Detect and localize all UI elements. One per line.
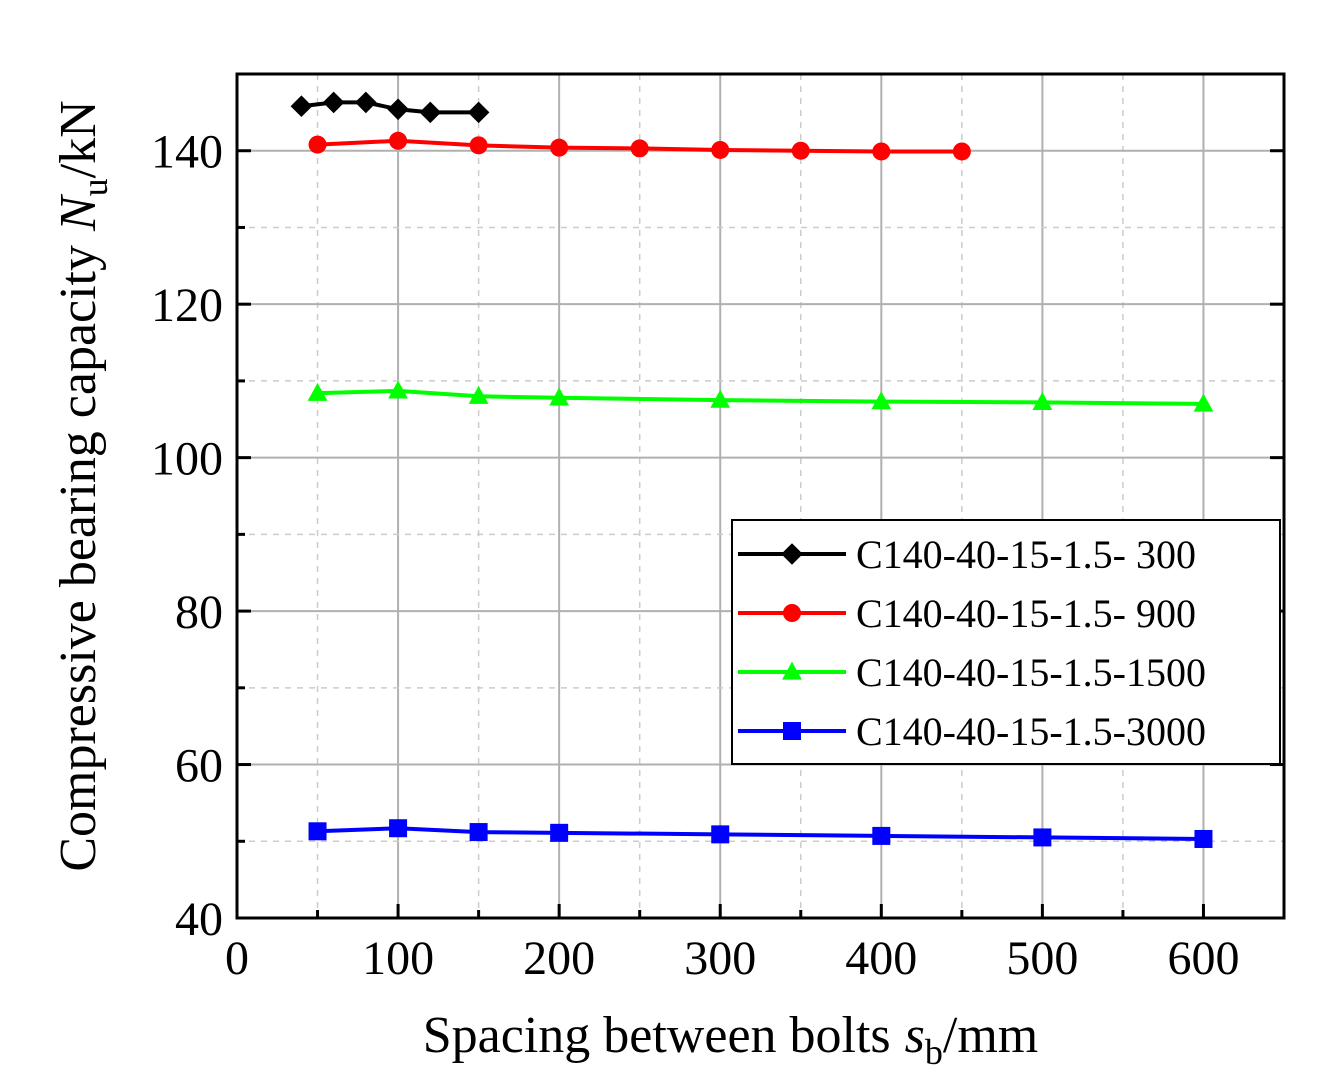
legend-label: C140-40-15-1.5-1500 [856, 650, 1206, 695]
data-point [872, 142, 891, 161]
x-tick-label: 0 [225, 932, 249, 985]
legend-item-4: C140-40-15-1.5-3000 [738, 709, 1206, 754]
data-point [322, 91, 345, 114]
data-point [550, 138, 569, 157]
data-point [710, 389, 731, 408]
data-point [469, 823, 488, 842]
data-point [308, 135, 327, 154]
y-tick-label: 120 [151, 279, 223, 332]
x-tick-label: 600 [1167, 932, 1239, 985]
x-axis-title: Spacing between bolts sb/mm [423, 1007, 1039, 1072]
data-point [952, 142, 971, 161]
y-axis-title: Compressive bearing capacity Nu/kN [50, 100, 115, 871]
y-axis-title-subscript: u [75, 178, 115, 196]
x-tick-label: 300 [684, 932, 756, 985]
y-tick-label: 60 [175, 740, 223, 793]
legend-item-2: C140-40-15-1.5- 900 [738, 591, 1196, 636]
y-axis-title-text: Compressive bearing capacity [50, 245, 107, 872]
data-point [1032, 392, 1053, 411]
legend: C140-40-15-1.5- 300 C140-40-15-1.5- 900 C1… [731, 519, 1281, 765]
data-point [711, 140, 730, 159]
x-tick-label: 400 [845, 932, 917, 985]
y-axis-title-unit: /kN [50, 100, 107, 178]
series-line [317, 388, 1204, 406]
data-point [419, 101, 442, 124]
series-3 [307, 380, 1214, 412]
y-tick-label: 80 [175, 586, 223, 639]
x-tick-label: 500 [1006, 932, 1078, 985]
x-axis-title-subscript: b [925, 1032, 943, 1072]
axis-ticks: 0 100 200 300 400 500 600 40 60 80 100 120 140 [151, 72, 1286, 985]
series-1 [290, 91, 490, 124]
x-tick-label: 200 [523, 932, 595, 985]
y-tick-label: 40 [175, 893, 223, 946]
data-point [871, 391, 892, 410]
series-2 [308, 131, 971, 161]
data-point [711, 825, 730, 844]
data-point [388, 380, 408, 399]
data-point [308, 822, 327, 841]
data-point [1193, 393, 1214, 412]
legend-item-3: C140-40-15-1.5-1500 [738, 650, 1206, 695]
data-point [469, 136, 488, 155]
legend-label: C140-40-15-1.5-3000 [856, 709, 1206, 754]
data-point [389, 819, 408, 838]
data-point [307, 382, 328, 401]
legend-marker [782, 661, 802, 680]
data-series [290, 91, 1214, 848]
legend-marker [781, 543, 803, 565]
x-axis-title-symbol: s [905, 1007, 925, 1064]
legend-label: C140-40-15-1.5- 900 [856, 591, 1196, 636]
data-point [468, 385, 489, 404]
legend-marker [783, 722, 801, 740]
legend-marker [783, 604, 801, 622]
data-point [550, 823, 569, 842]
data-point [1033, 828, 1052, 847]
data-point [387, 98, 409, 121]
data-point [791, 141, 810, 160]
y-tick-label: 140 [151, 126, 223, 179]
plot-frame [235, 72, 1286, 920]
data-point [467, 101, 490, 124]
data-point [1194, 829, 1213, 848]
legend-label: C140-40-15-1.5- 300 [856, 532, 1196, 577]
x-tick-label: 100 [362, 932, 434, 985]
data-point [549, 387, 570, 406]
y-axis-title-symbol: N [50, 193, 107, 232]
legend-box [731, 519, 1281, 765]
x-axis-title-text: Spacing between bolts [423, 1007, 891, 1064]
data-point [389, 131, 408, 150]
data-point [630, 139, 649, 158]
y-tick-label: 100 [151, 433, 223, 486]
series-line [317, 826, 1204, 841]
legend-item-1: C140-40-15-1.5- 300 [738, 532, 1196, 577]
data-point [355, 91, 377, 114]
data-point [872, 826, 891, 845]
data-point [290, 95, 313, 118]
series-4 [308, 819, 1213, 848]
x-axis-title-unit: /mm [943, 1007, 1038, 1064]
